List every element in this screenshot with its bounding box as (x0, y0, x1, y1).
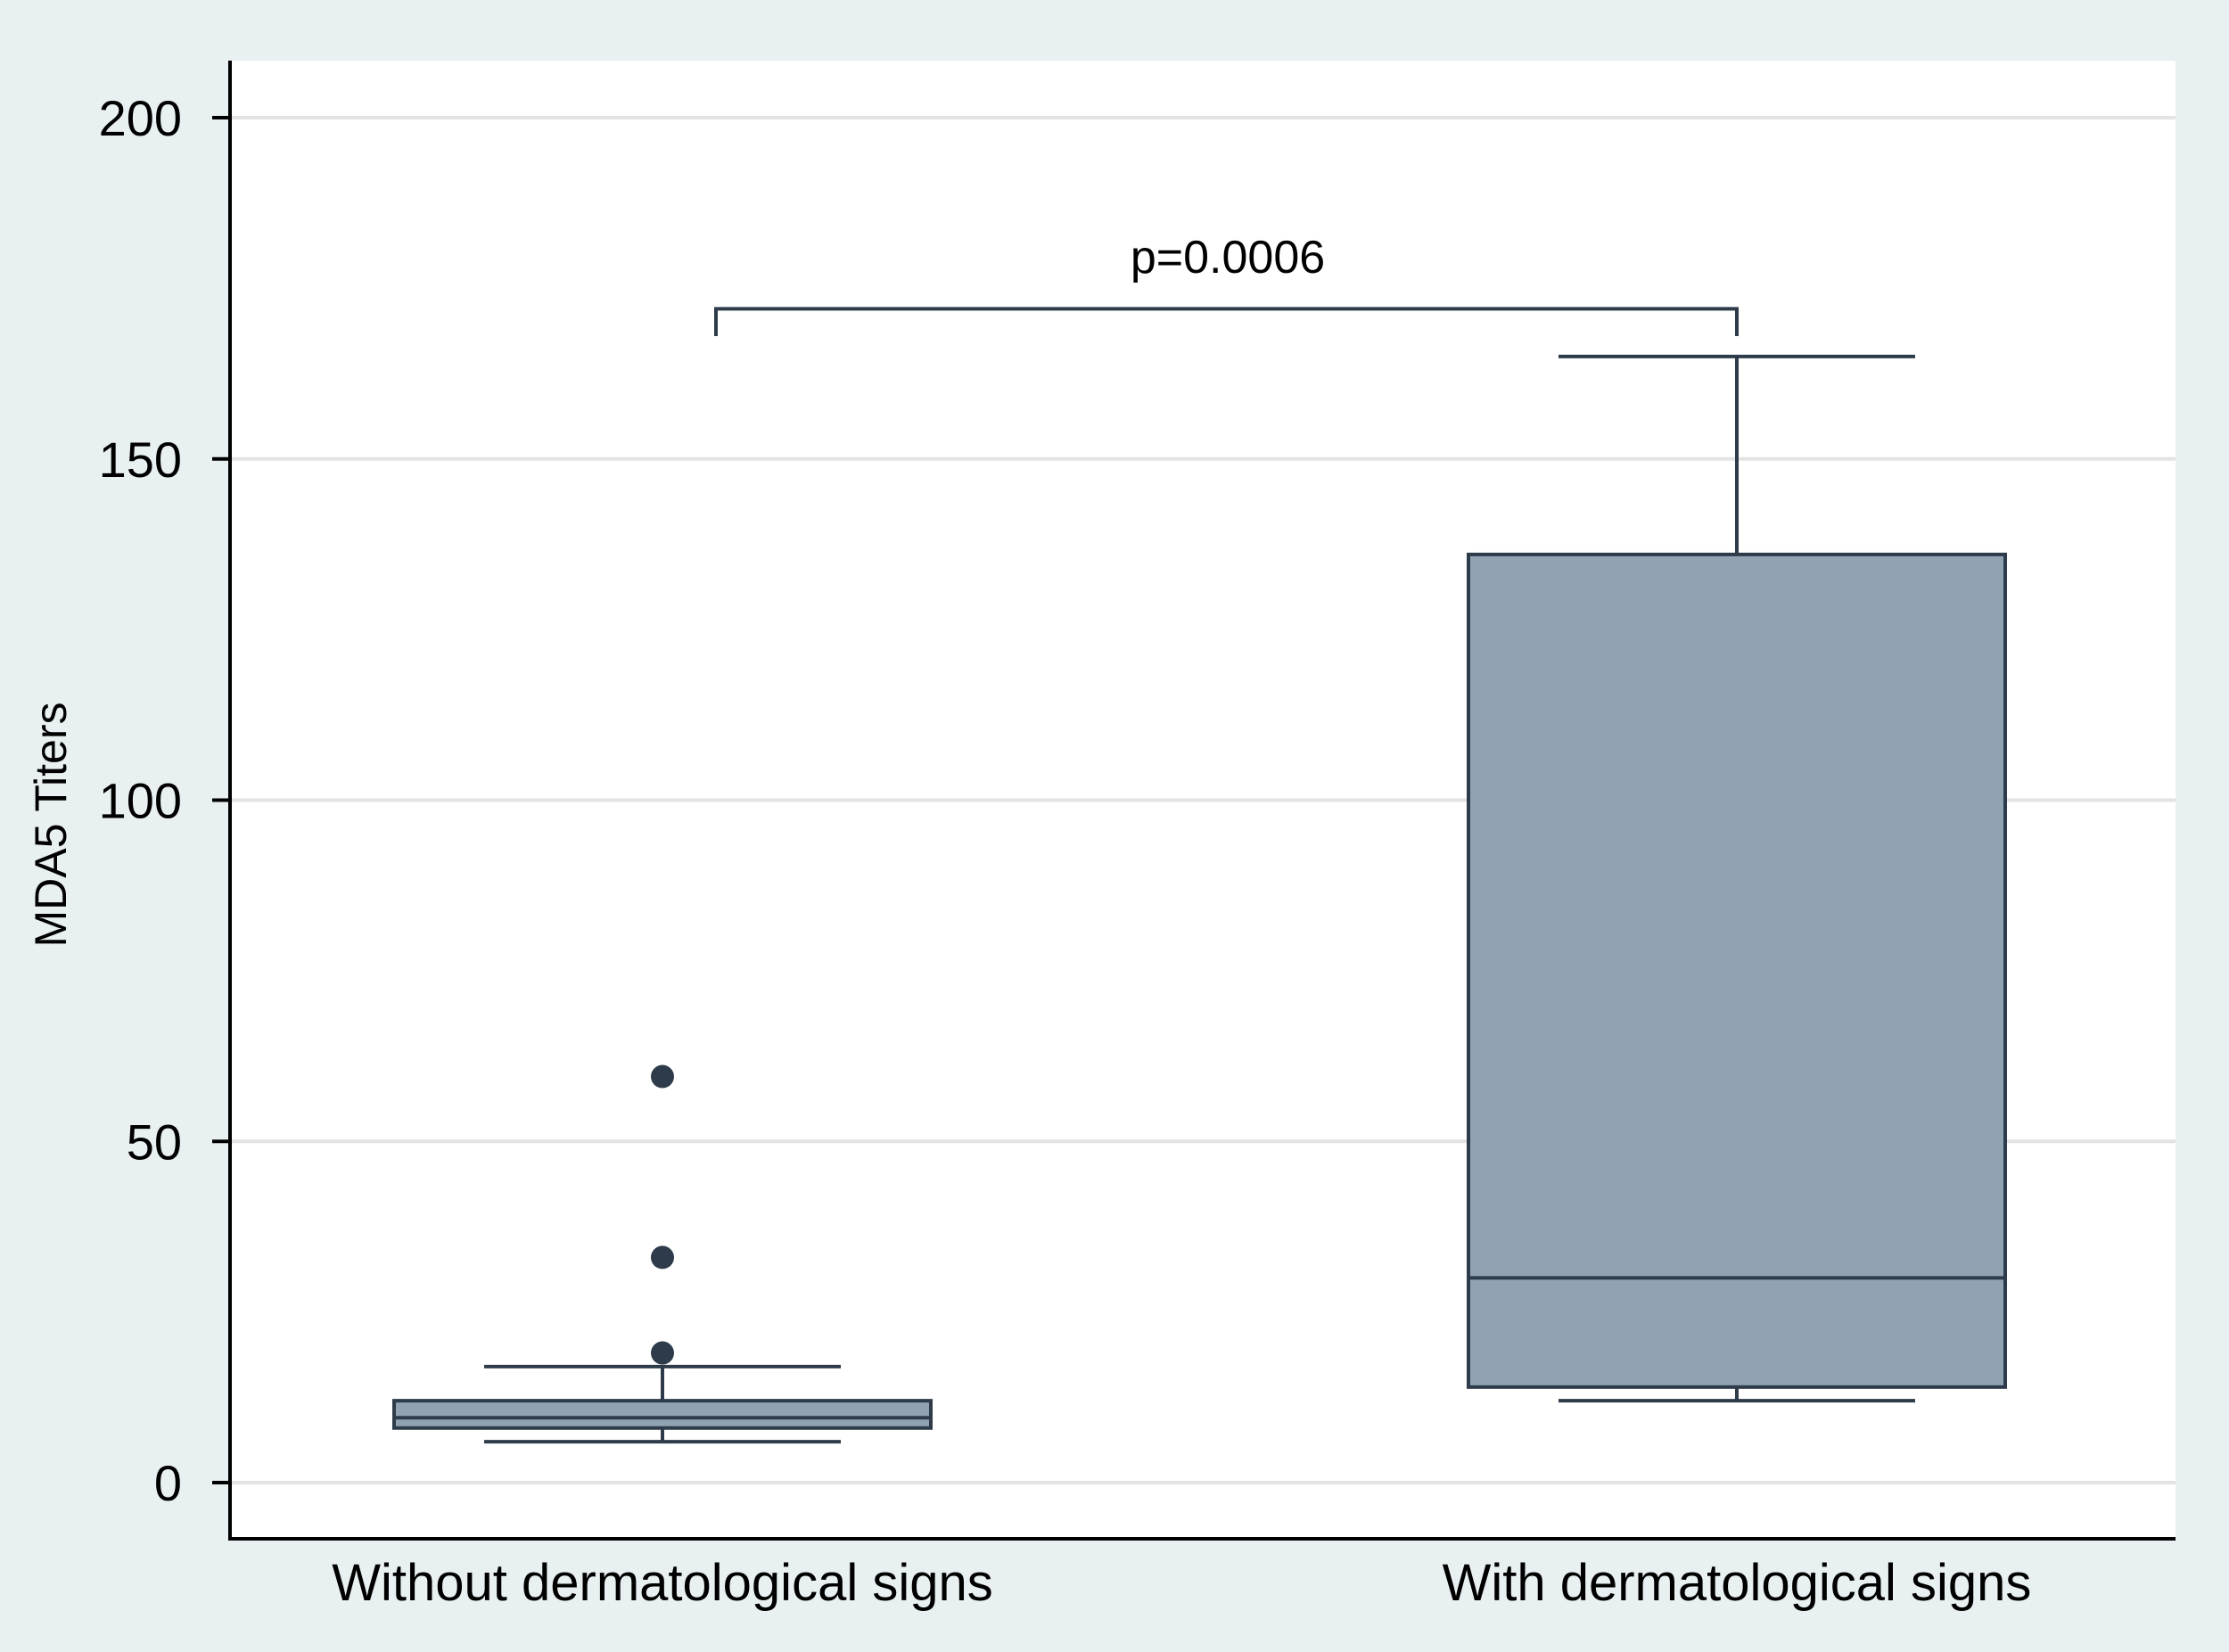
significance-annotation: p=0.0006 (714, 232, 1739, 336)
y-tick-label-0: 0 (154, 1455, 182, 1511)
box-group (392, 1064, 933, 1444)
y-tick-label-50: 50 (127, 1114, 182, 1170)
outlier-point (651, 1341, 674, 1365)
outlier-point (651, 1064, 674, 1089)
box-group (1467, 354, 2007, 1403)
box-iqr (392, 1399, 933, 1430)
x-category-label: With dermatological signs (1443, 1554, 2032, 1612)
outlier-point (651, 1245, 674, 1270)
y-tick-label-150: 150 (99, 431, 182, 488)
box-iqr (1467, 552, 2007, 1389)
axes: 0 50 100 150 200 Without dermatological signs… (99, 61, 2176, 1612)
y-tick-label-200: 200 (99, 90, 182, 146)
x-category-label: Without dermatological signs (332, 1554, 992, 1612)
y-tick-label-100: 100 (99, 773, 182, 829)
p-value-label: p=0.0006 (1131, 232, 1325, 284)
significance-bracket (714, 307, 1739, 336)
y-axis-label: MDA5 Titers (26, 702, 76, 947)
boxes (392, 354, 2007, 1444)
